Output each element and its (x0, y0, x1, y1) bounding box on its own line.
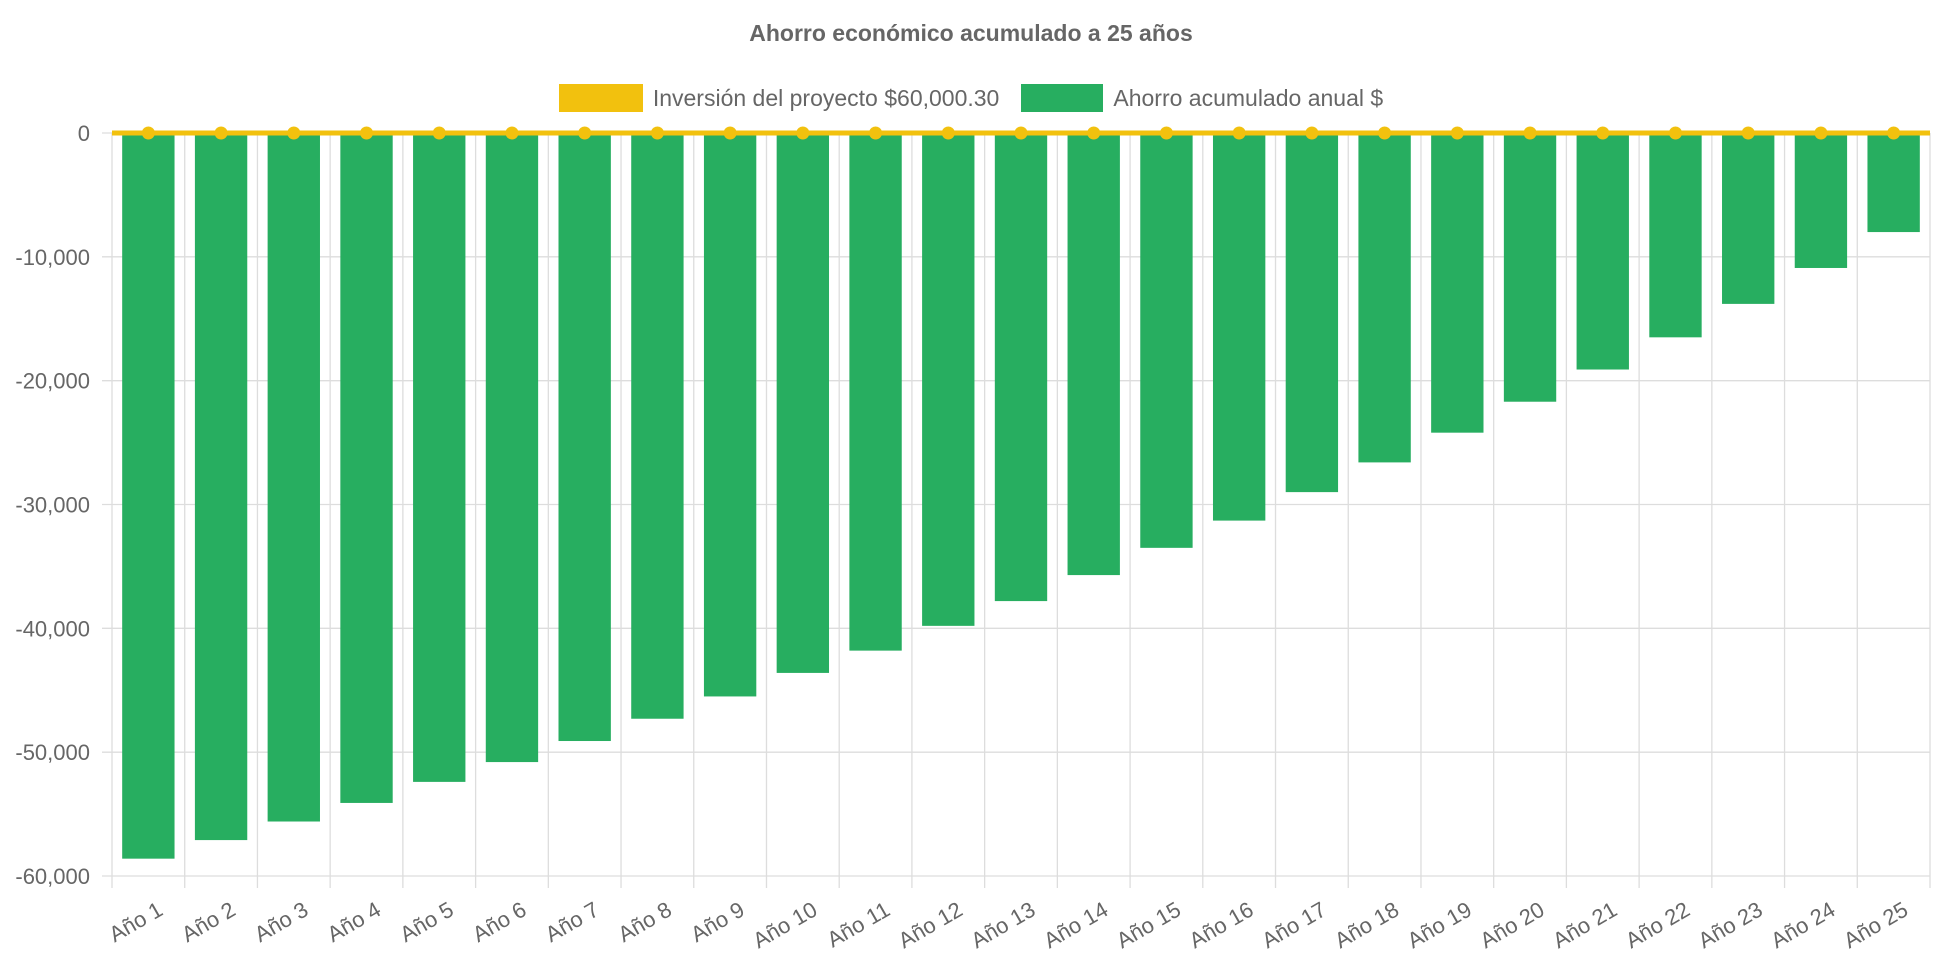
x-tick-label: Año 11 (823, 897, 894, 953)
x-tick-label: Año 5 (395, 897, 457, 947)
legend: Inversión del proyecto $60,000.30 Ahorro… (0, 84, 1942, 112)
legend-item-investment[interactable]: Inversión del proyecto $60,000.30 (558, 84, 1000, 112)
bar (1067, 133, 1120, 576)
bar (1867, 133, 1920, 233)
line-point (432, 126, 446, 140)
x-tick-label: Año 13 (967, 897, 1040, 954)
line-point (1159, 126, 1173, 140)
legend-swatch-investment (558, 84, 643, 112)
x-tick-label: Año 23 (1694, 897, 1767, 954)
line-point (1668, 126, 1682, 140)
legend-item-savings[interactable]: Ahorro acumulado anual $ (1021, 84, 1383, 112)
bar (849, 133, 902, 651)
line-point (505, 126, 519, 140)
line-point (141, 126, 155, 140)
legend-label-investment: Inversión del proyecto $60,000.30 (652, 84, 1000, 111)
x-tick-label: Año 1 (105, 897, 167, 947)
y-tick-label: -30,000 (15, 493, 90, 518)
line-point (1305, 126, 1319, 140)
bar (994, 133, 1048, 602)
bar (267, 133, 320, 822)
bar (922, 133, 975, 626)
line-point (1232, 126, 1246, 140)
legend-swatch-savings (1021, 84, 1104, 112)
bar (1722, 133, 1775, 304)
x-tick-label: Año 4 (323, 897, 385, 947)
line-point (1741, 126, 1755, 140)
line-point (796, 126, 810, 140)
line-point (214, 126, 228, 140)
x-tick-label: Año 18 (1330, 897, 1403, 954)
bar (413, 133, 466, 782)
bar (776, 133, 830, 673)
bar (1649, 133, 1702, 338)
bar (485, 133, 539, 763)
bar (1576, 133, 1629, 370)
line-point (360, 126, 374, 140)
x-tick-label: Año 6 (468, 897, 530, 947)
y-tick-label: -40,000 (15, 616, 90, 641)
bar (1140, 133, 1193, 548)
x-tick-label: Año 3 (250, 897, 312, 947)
x-tick-label: Año 15 (1112, 897, 1185, 954)
line-point (1014, 126, 1028, 140)
line-point (287, 126, 301, 140)
x-tick-label: Año 17 (1257, 897, 1330, 954)
bar (703, 133, 757, 697)
line-point (650, 126, 664, 140)
bar (122, 133, 175, 859)
x-tick-label: Año 21 (1548, 897, 1621, 954)
x-tick-label: Año 12 (894, 897, 967, 954)
bar (1503, 133, 1557, 402)
x-tick-label: Año 14 (1039, 897, 1112, 954)
x-tick-label: Año 22 (1621, 897, 1694, 954)
x-tick-label: Año 9 (686, 897, 748, 947)
y-tick-label: -20,000 (15, 369, 90, 394)
line-point (1378, 126, 1392, 140)
bar (1431, 133, 1484, 433)
x-tick-label: Año 20 (1476, 897, 1549, 954)
bar (194, 133, 248, 841)
x-tick-label: Año 19 (1403, 897, 1476, 954)
line-point (1887, 126, 1901, 140)
legend-label-savings: Ahorro acumulado anual $ (1113, 84, 1384, 111)
line-point (941, 126, 955, 140)
x-tick-label: Año 24 (1767, 897, 1840, 954)
line-point (578, 126, 592, 140)
x-tick-label: Año 7 (541, 897, 603, 947)
line-point (1596, 126, 1610, 140)
x-tick-label: Año 25 (1839, 897, 1912, 954)
chart-title: Ahorro económico acumulado a 25 años (749, 20, 1193, 46)
bar (1285, 133, 1339, 493)
line-point (1450, 126, 1464, 140)
y-tick-label: -60,000 (15, 864, 90, 889)
x-tick-label: Año 2 (177, 897, 239, 947)
y-tick-label: 0 (78, 121, 90, 146)
y-tick-label: -10,000 (15, 245, 90, 270)
line-point (723, 126, 737, 140)
line-point (1087, 126, 1101, 140)
x-tick-label: Año 16 (1185, 897, 1258, 954)
bar (1212, 133, 1266, 521)
line-point (869, 126, 883, 140)
line-point (1814, 126, 1828, 140)
line-point (1523, 126, 1537, 140)
bar (340, 133, 393, 803)
bar (631, 133, 684, 719)
bar (558, 133, 611, 742)
x-tick-label: Año 8 (614, 897, 676, 947)
bar (1358, 133, 1411, 463)
y-tick-label: -50,000 (15, 740, 90, 765)
x-tick-label: Año 10 (748, 897, 821, 954)
bar (1794, 133, 1848, 268)
